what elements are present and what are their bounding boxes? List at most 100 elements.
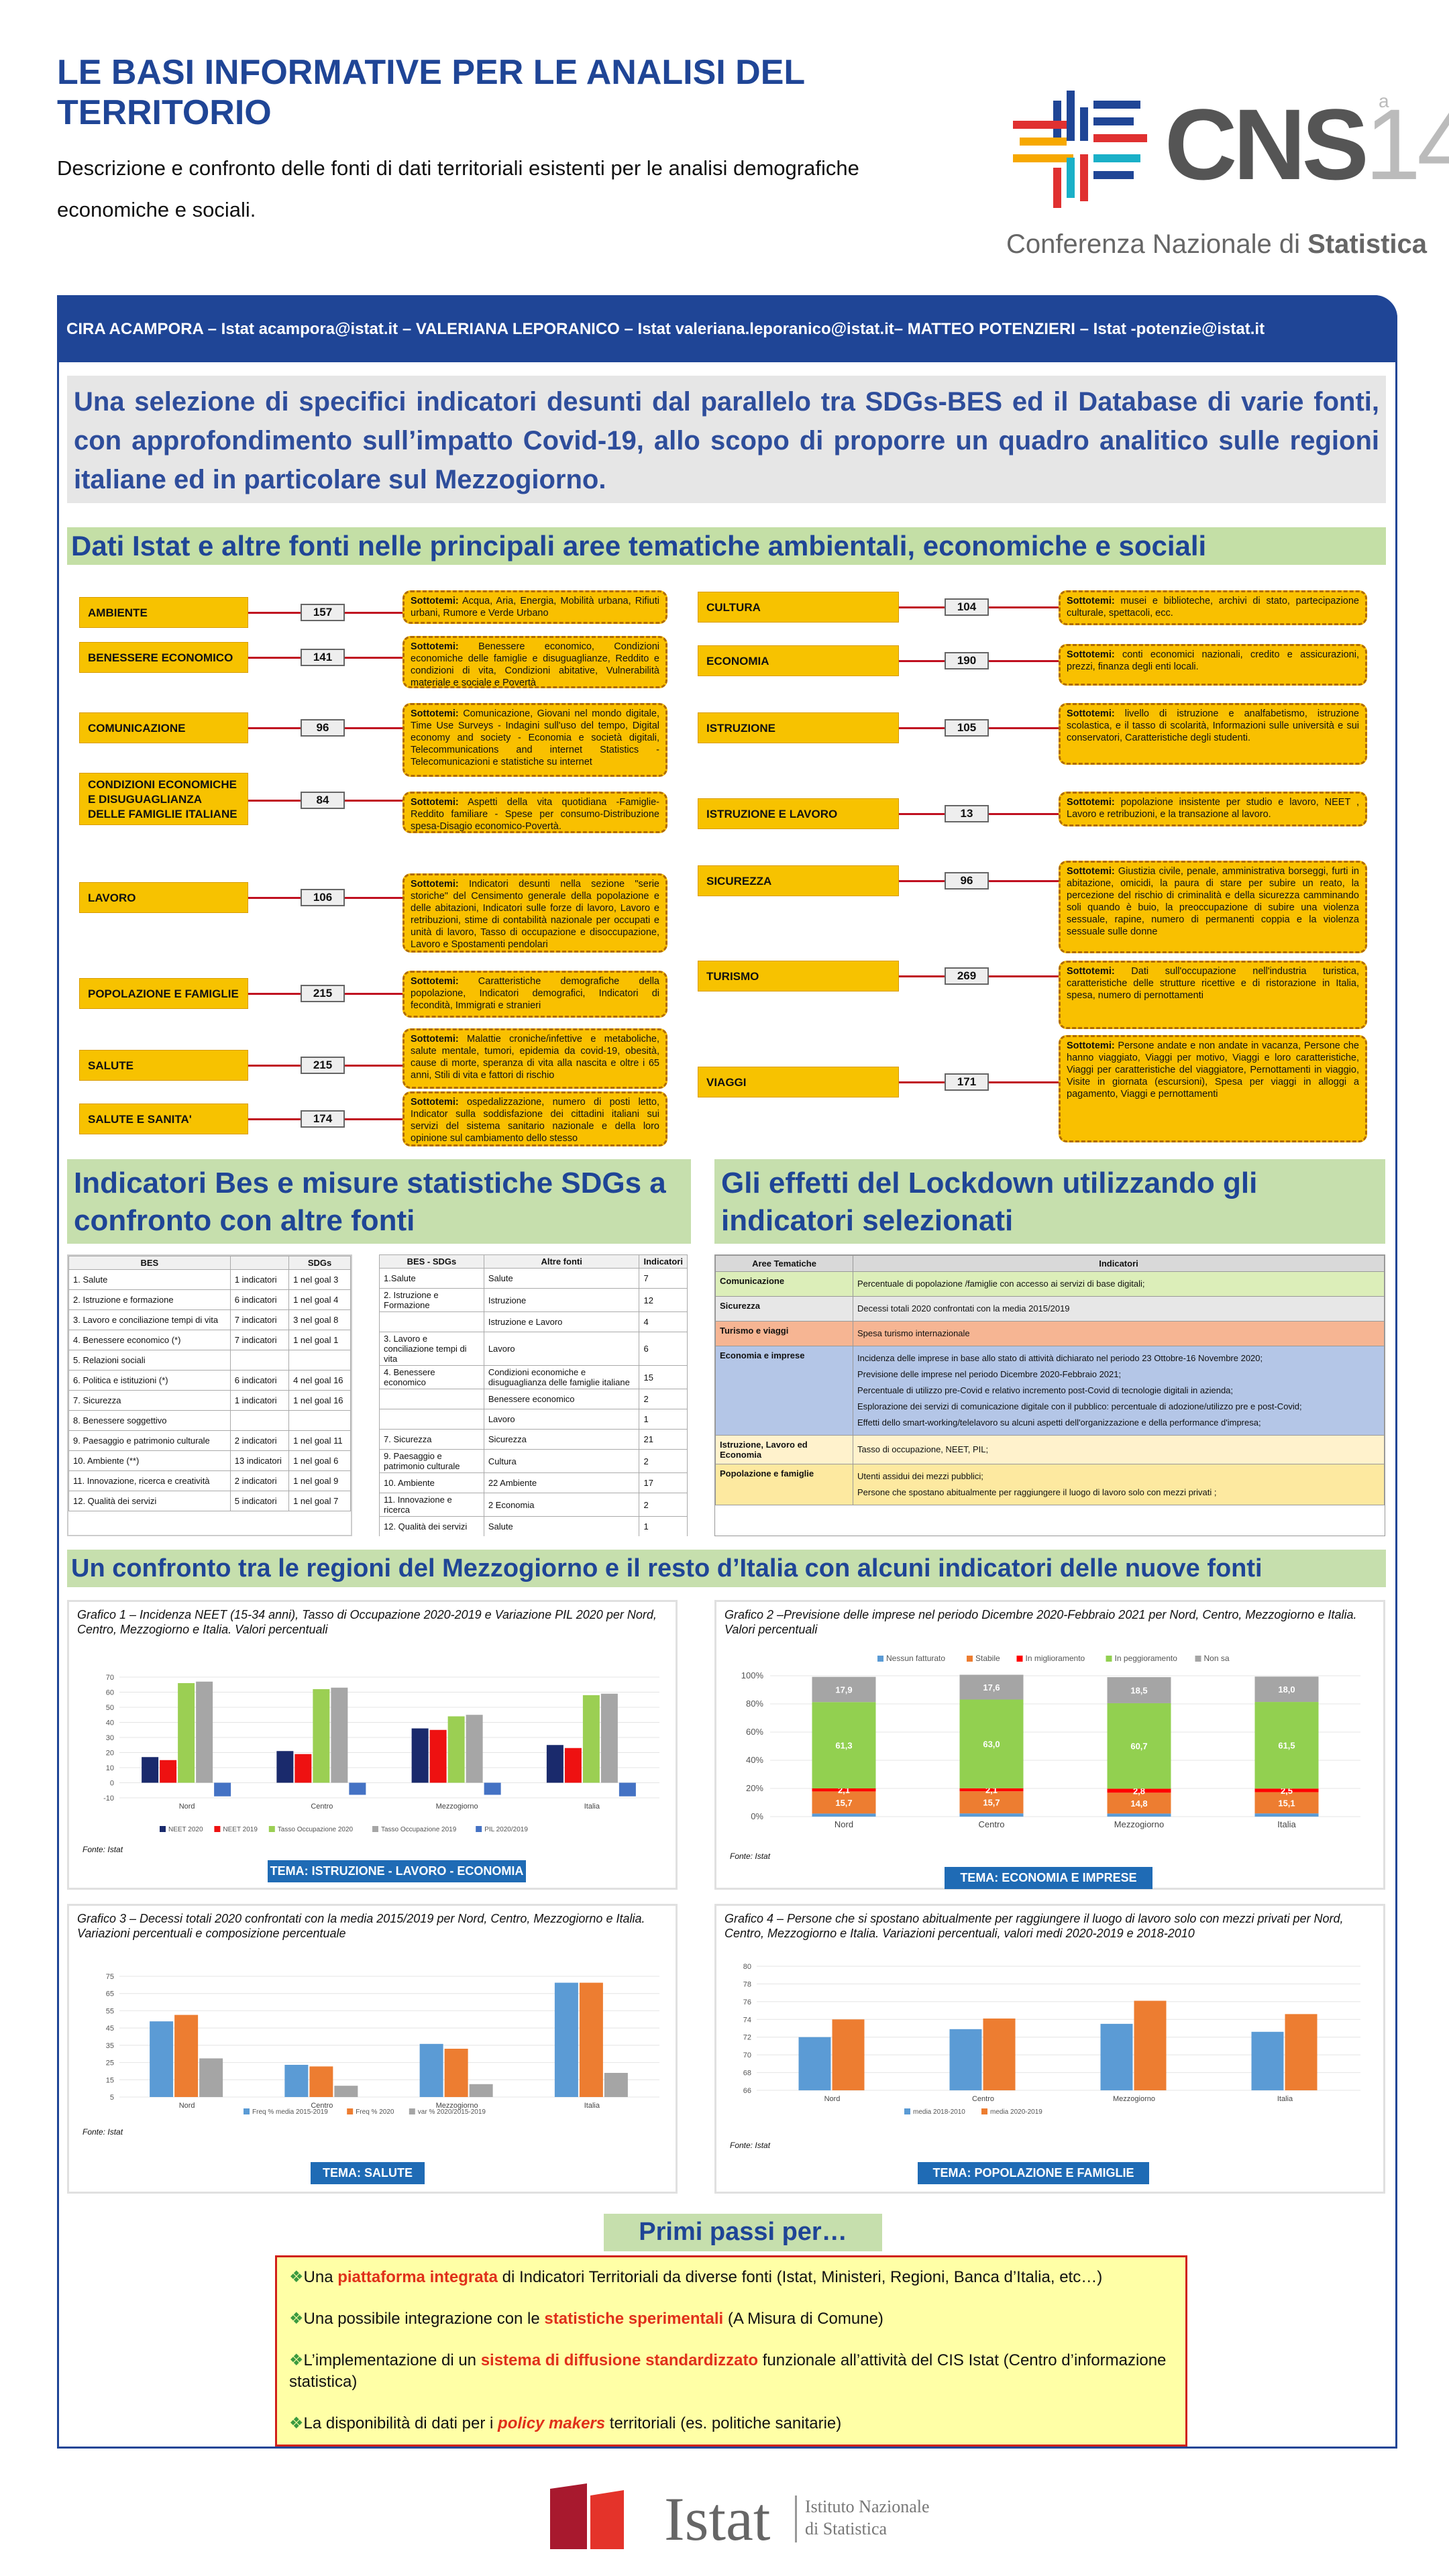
area-count: 13 <box>945 805 989 822</box>
area-connector <box>989 727 1059 729</box>
bar-value-label: 17,9 <box>835 1684 852 1695</box>
table-cell: Salute <box>483 1516 640 1536</box>
primi-text: funzionale all’attività del CIS Istat (C… <box>289 2351 1167 2391</box>
table-cell: 4. Benessere economico (*) <box>68 1330 231 1350</box>
area-count: 215 <box>301 985 345 1002</box>
lockdown-indicator: Tasso di occupazione, NEET, PIL; <box>857 1444 989 1454</box>
x-tick-label: Mezzogiorno <box>1114 1819 1164 1829</box>
legend-swatch <box>1016 1656 1023 1662</box>
legend-swatch <box>981 2108 987 2114</box>
x-tick-label: Nord <box>179 2102 195 2110</box>
stacked-bar <box>812 1676 876 1703</box>
table-cell: Condizioni economiche e disuguaglianza d… <box>483 1365 640 1389</box>
istat-logo: Istat Istituto Nazionale di Statistica <box>550 2482 953 2553</box>
area-tag: TURISMO <box>698 961 899 991</box>
area-connector <box>899 606 945 608</box>
table-cell: 9. Paesaggio e patrimonio culturale <box>379 1449 484 1473</box>
bar-value-label: 60,7 <box>1130 1741 1147 1752</box>
diamond-icon: ❖ <box>289 2414 304 2432</box>
y-tick-label: 40 <box>106 1719 114 1727</box>
primi-text: Una <box>303 2268 338 2286</box>
legend-swatch <box>372 1826 378 1832</box>
area-label: POPOLAZIONE E FAMIGLIE <box>88 987 239 1000</box>
area-connector <box>899 1081 945 1083</box>
cns-caption-bold: Statistica <box>1307 229 1428 259</box>
cns-edition: 14 <box>1364 88 1449 201</box>
cns-logo-mark-icon <box>1013 91 1147 208</box>
area-label: CONDIZIONI ECONOMICHE E DISUGUAGLIANZA D… <box>88 778 237 820</box>
table-row: 11. Innovazione e ricerca 2 Economia 2 <box>379 1493 688 1517</box>
bar-value-label: 18,0 <box>1278 1684 1295 1695</box>
area-connector <box>248 727 301 729</box>
area-connector <box>345 993 402 995</box>
table-cell: 1 nel goal 3 <box>288 1269 351 1290</box>
authors-bar: CIRA ACAMPORA – Istat acampora@istat.it … <box>57 295 1397 362</box>
bar <box>832 2019 865 2090</box>
area-subtopics: Sottotemi: Acqua, Aria, Energia, Mobilit… <box>402 590 667 624</box>
table-row: 3. Lavoro e conciliazione tempi di vita L… <box>379 1332 688 1366</box>
legend-swatch <box>877 1656 883 1662</box>
primi-title: Primi passi per… <box>604 2214 882 2251</box>
bar <box>466 1715 483 1783</box>
area-connector <box>989 880 1059 882</box>
table-cell: 1 indicatori <box>229 1390 290 1411</box>
y-tick-label: 50 <box>106 1704 114 1712</box>
area-connector <box>899 660 945 662</box>
x-tick-label: Centro <box>978 1819 1004 1829</box>
table-header-cell: Altre fonti <box>483 1254 640 1269</box>
bar <box>276 1751 294 1783</box>
area-tag: LAVORO <box>79 882 248 913</box>
subtopics-label: Sottotemi: <box>1067 797 1115 808</box>
bar-value-label: 17,6 <box>983 1682 1000 1693</box>
table-cell: Istruzione e Lavoro <box>483 1311 640 1332</box>
legend-swatch <box>244 2108 250 2114</box>
chart-2-title: Grafico 2 –Previsione delle imprese nel … <box>724 1608 1357 1636</box>
stacked-bar <box>812 1702 876 1788</box>
y-tick-label: 5 <box>110 2094 114 2102</box>
y-tick-label: 65 <box>106 1990 114 1998</box>
subtopics-text: conti economici nazionali, credito e ass… <box>1067 649 1359 672</box>
bar <box>554 1982 578 2097</box>
x-tick-label: Nord <box>179 1803 195 1811</box>
y-tick-label: 45 <box>106 2025 114 2033</box>
y-tick-label: 30 <box>106 1734 114 1742</box>
table-cell: 1 nel goal 4 <box>288 1289 351 1310</box>
table-row: 3. Lavoro e conciliazione tempi di vita 7… <box>68 1309 351 1330</box>
bar <box>1251 2031 1284 2090</box>
bar <box>214 1782 231 1796</box>
area-tag: CULTURA <box>698 592 899 623</box>
legend-label: Freq % media 2015-2019 <box>252 2108 328 2116</box>
chart-panel-3: Grafico 3 – Decessi totali 2020 confront… <box>67 1904 678 2194</box>
area-subtopics: Sottotemi: livello di istruzione e analf… <box>1059 703 1367 765</box>
y-tick-label: 60 <box>106 1689 114 1697</box>
y-tick-label: 20% <box>746 1783 763 1793</box>
table-row: 9. Paesaggio e patrimonio culturale Cultu… <box>379 1449 688 1473</box>
bar <box>564 1748 582 1783</box>
area-connector <box>899 727 945 729</box>
subtopics-label: Sottotemi: <box>1067 649 1115 660</box>
area-tag: POPOLAZIONE E FAMIGLIE <box>79 978 248 1009</box>
bar-value-label: 63,0 <box>983 1739 1000 1750</box>
y-tick-label: 0 <box>110 1780 114 1788</box>
table-cell: 2 indicatori <box>229 1470 290 1491</box>
stacked-bar <box>812 1813 876 1817</box>
area-count: 215 <box>301 1057 345 1074</box>
table-row: 1. Salute 1 indicatori 1 nel goal 3 <box>68 1269 351 1290</box>
bar <box>579 1982 603 2097</box>
bar <box>174 2015 199 2097</box>
table-header-row: BES SDGs <box>68 1256 351 1270</box>
table-cell: Lavoro <box>483 1332 640 1366</box>
table-cell: 7 indicatori <box>229 1330 290 1350</box>
table-cell: 1. Salute <box>68 1269 231 1290</box>
table-row: 1.Salute Salute 7 <box>379 1268 688 1289</box>
bar <box>484 1782 501 1795</box>
table-cell: 2 <box>639 1493 688 1517</box>
table-cell: 17 <box>639 1472 688 1493</box>
lockdown-area: Turismo e viaggi <box>715 1321 853 1346</box>
lockdown-indicator: Persone che spostano abitualmente per ra… <box>857 1487 1217 1497</box>
lockdown-area: Istruzione, Lavoro ed Economia <box>715 1435 853 1464</box>
x-tick-label: Centro <box>311 2102 333 2110</box>
lockdown-header-cell: Indicatori <box>853 1255 1385 1272</box>
subtopics-text: Indicatori desunti nella sezione "serie … <box>411 879 659 950</box>
stacked-bar <box>1107 1703 1171 1789</box>
